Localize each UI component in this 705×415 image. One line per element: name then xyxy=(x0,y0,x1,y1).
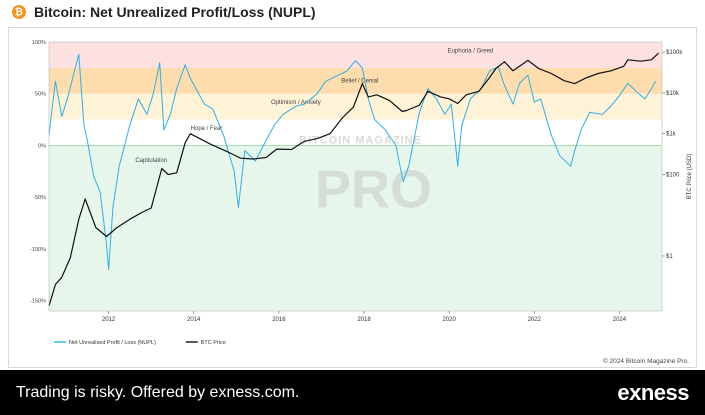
exness-logo[interactable]: exness xyxy=(617,379,689,405)
series-line-net-unrealised-profit-loss-nupl xyxy=(48,53,657,271)
legend-label-net-unrealised-profit-loss-nupl: Net Unrealised Profit / Loss (NUPL) xyxy=(69,340,156,346)
zone-euphoria-greed xyxy=(49,42,662,68)
y-right-tick-label: $100 xyxy=(666,172,680,178)
y-left-tick-label: 100% xyxy=(32,40,46,46)
y-left-tick-label: 0% xyxy=(38,143,46,149)
nupl-chart: Euphoria / Greed Belief / Denial Optimism … xyxy=(30,40,693,365)
copyright-notice: © 2024 Bitcoin Magazine Pro. xyxy=(603,357,689,365)
y-right-tick-label: $1k xyxy=(666,132,677,138)
x-tick-label: 2016 xyxy=(272,317,286,323)
y-left-tick-label: -150% xyxy=(30,299,46,305)
x-tick-label: 2012 xyxy=(102,317,116,323)
y-right-tick-label: $10k xyxy=(666,91,680,97)
chart-frame: Euphoria / Greed Belief / Denial Optimism … xyxy=(8,27,697,368)
zone-belief-denial xyxy=(49,67,662,94)
legend-label-btc-price: BTC Price xyxy=(201,340,226,346)
zone-capitulation xyxy=(49,145,662,311)
y-left-tick-label: 50% xyxy=(35,92,46,98)
chart-header: ₿ Bitcoin: Net Unrealized Profit/Loss (N… xyxy=(0,0,705,24)
series-line-btc-price xyxy=(48,52,660,306)
y-right-tick-label: $1 xyxy=(666,254,673,260)
zone-optimism-anxiety xyxy=(49,93,662,120)
x-tick-label: 2014 xyxy=(187,317,201,323)
zone-label-euphoria-greed: Euphoria / Greed xyxy=(448,48,494,54)
zone-label-belief-denial: Belief / Denial xyxy=(341,78,378,84)
zone-label-capitulation: Capitulation xyxy=(135,158,167,164)
x-tick-label: 2024 xyxy=(613,317,627,323)
plot-border xyxy=(48,41,663,312)
ad-footer-banner[interactable]: Trading is risky. Offered by exness.com.… xyxy=(0,370,705,415)
x-tick-label: 2020 xyxy=(442,317,456,323)
y-right-tick-label: $100k xyxy=(666,50,683,56)
bitcoin-icon: ₿ xyxy=(12,5,26,19)
zone-label-optimism-anxiety: Optimism / Anxiety xyxy=(271,100,321,106)
chart-title: Bitcoin: Net Unrealized Profit/Loss (NUP… xyxy=(34,4,316,20)
y-right-axis-label: BTC Price (USD) xyxy=(687,154,693,200)
watermark-line2: PRO xyxy=(315,160,432,220)
watermark-line1: BITCOIN MAGAZINE xyxy=(299,134,422,146)
ad-disclaimer: Trading is risky. Offered by exness.com. xyxy=(16,383,300,401)
zone-label-hope-fear: Hope / Fear xyxy=(191,126,223,132)
x-tick-label: 2022 xyxy=(528,317,542,323)
y-left-tick-label: -100% xyxy=(30,247,46,253)
x-tick-label: 2018 xyxy=(357,317,371,323)
zone-hope-fear xyxy=(49,119,662,146)
y-left-tick-label: -50% xyxy=(33,195,46,201)
